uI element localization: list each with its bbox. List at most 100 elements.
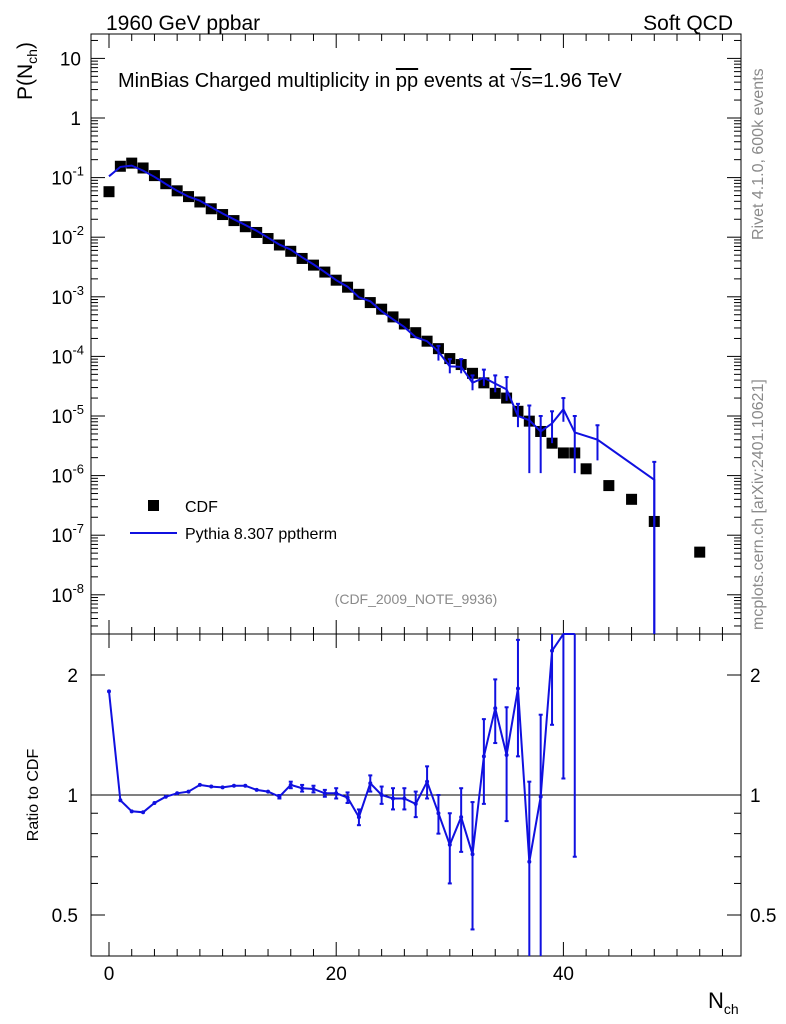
ratio-y-ticks: 2 2 1 1 0.5 0.5 [52, 666, 777, 927]
ratio-point [107, 689, 111, 694]
main-tick-label: 10 [60, 49, 81, 70]
x-tick-label: 0 [104, 964, 115, 985]
ratio-tick-label-right: 1 [750, 786, 761, 807]
main-tick-label: 10-3 [51, 283, 84, 309]
ratio-tick-label-left: 1 [67, 786, 78, 807]
ratio-point [288, 782, 293, 787]
ratio-point [141, 810, 146, 815]
legend-data-marker [148, 500, 159, 511]
cdf-point [239, 221, 251, 233]
mcplots-label: mcplots.cern.ch [arXiv:2401.10621] [750, 379, 767, 630]
xlabel-sub: ch [724, 1001, 739, 1017]
ratio-tick-label-right: 0.5 [750, 906, 776, 927]
ratio-point [163, 794, 168, 799]
rivet-label: Rivet 4.1.0, 600k events [750, 68, 767, 240]
cdf-point [489, 387, 501, 399]
ratio-point [550, 648, 555, 653]
plot-title: MinBias Charged multiplicity in pp event… [118, 70, 622, 92]
main-tick-label: 10-7 [51, 521, 84, 547]
cdf-point [103, 186, 115, 198]
ratio-point [493, 706, 498, 711]
ratio-point [231, 783, 236, 788]
ratio-point [527, 859, 532, 864]
main-mc-curve [108, 164, 657, 634]
ratio-point [334, 791, 339, 796]
ylabel-close: ) [14, 42, 37, 49]
cdf-point [603, 480, 615, 492]
ratio-point [220, 785, 225, 790]
ratio-point [209, 784, 214, 789]
ratio-point [254, 787, 259, 792]
ratio-point [515, 686, 520, 691]
title-prefix: MinBias Charged multiplicity in [118, 70, 396, 92]
main-tick-label: 10-2 [51, 223, 84, 249]
cdf-point [285, 245, 297, 257]
ratio-point [186, 789, 191, 794]
cdf-point [251, 226, 263, 238]
cdf-point [205, 203, 217, 215]
cdf-point [376, 303, 388, 315]
ratio-point [311, 787, 316, 792]
main-tick-label: 1 [70, 109, 81, 130]
xlabel-main: N [708, 988, 724, 1013]
title-suffix: =1.96 TeV [531, 70, 622, 92]
ratio-tick-label-left: 2 [67, 666, 78, 687]
ratio-point [368, 781, 373, 786]
ratio-curve [107, 633, 577, 956]
ylabel-main: P(N [14, 64, 37, 100]
ratio-point [436, 811, 441, 816]
ratio-point [402, 796, 407, 801]
ratio-tick-label-right: 2 [750, 666, 761, 687]
ratio-point [425, 779, 430, 784]
ratio-point [447, 842, 452, 847]
header-left: 1960 GeV ppbar [106, 12, 260, 35]
header-right: Soft QCD [643, 12, 733, 35]
main-y-ticks [91, 39, 741, 627]
analysis-tag: (CDF_2009_NOTE_9936) [335, 591, 498, 607]
ratio-point [266, 789, 271, 794]
ratio-y-axis-label: Ratio to CDF [25, 749, 42, 842]
x-axis-label: Nch [708, 988, 739, 1017]
ratio-point [322, 791, 327, 796]
cdf-point [694, 546, 706, 558]
cdf-point [387, 311, 399, 323]
mc-line [108, 164, 656, 634]
ratio-point [129, 809, 134, 814]
cdf-point [557, 447, 569, 459]
main-tick-label: 10-5 [51, 402, 84, 428]
ratio-point [345, 795, 350, 800]
ratio-point [504, 752, 509, 757]
y-axis-label: P(Nch) [14, 42, 40, 100]
x-tick-label: 40 [553, 964, 574, 985]
ratio-point [175, 791, 180, 796]
ratio-point [459, 815, 464, 820]
cdf-point [467, 367, 479, 379]
ylabel-sub: ch [24, 49, 40, 64]
legend-data-label: CDF [185, 499, 218, 516]
ratio-point [391, 796, 395, 801]
main-tick-label: 10-6 [51, 462, 84, 488]
ratio-point [277, 794, 282, 799]
cdf-point [228, 215, 240, 227]
cdf-point [148, 170, 160, 182]
cdf-point [410, 327, 422, 339]
legend-mc-label: Pythia 8.307 pptherm [185, 526, 337, 543]
cdf-point [398, 318, 410, 330]
ratio-point [243, 783, 248, 788]
main-data-points [103, 157, 706, 558]
ratio-point [538, 794, 543, 799]
ratio-line [108, 633, 575, 862]
ratio-point [379, 793, 384, 797]
cdf-point [580, 463, 592, 475]
title-pp: pp [396, 70, 418, 92]
ratio-point [470, 852, 475, 857]
ratio-tick-label-left: 0.5 [52, 906, 78, 927]
ratio-point [481, 754, 486, 759]
ratio-point [197, 782, 202, 787]
ratio-point [356, 815, 361, 820]
cdf-point [126, 157, 138, 169]
ratio-point [152, 800, 157, 805]
ratio-point [118, 798, 123, 803]
ratio-point [413, 801, 418, 806]
